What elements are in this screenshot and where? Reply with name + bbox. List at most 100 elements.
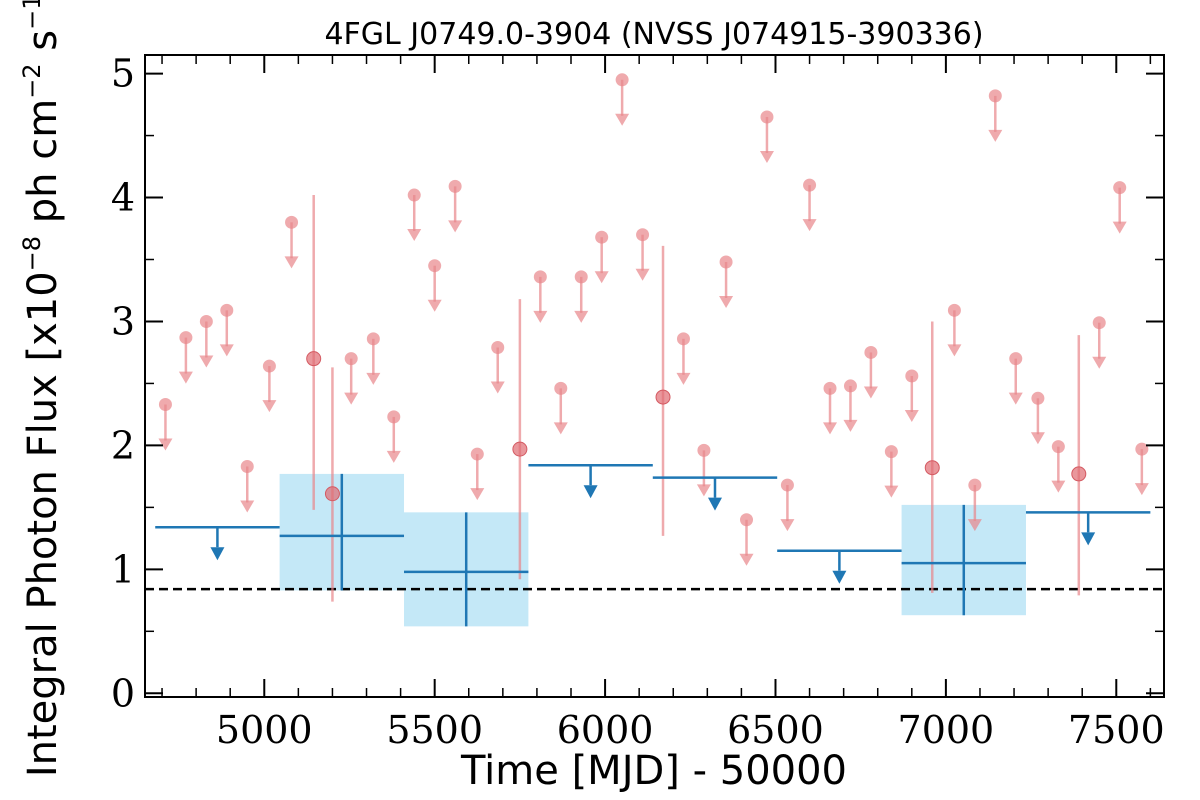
short-bin-upper-limit-point: [780, 478, 794, 492]
short-bin-upper-limit-point: [740, 513, 754, 527]
short-bin-upper-limit-point: [1031, 391, 1045, 405]
short-bin-upper-limit-point: [554, 381, 568, 395]
short-bin-upper-limit-arrow: [759, 150, 774, 163]
short-bin-detection-point: [512, 441, 528, 457]
short-bin-upper-limit-point: [1051, 440, 1065, 454]
short-bin-upper-limit-arrow: [947, 344, 962, 357]
chart-title: 4FGL J0749.0-3904 (NVSS J074915-390336): [324, 17, 983, 52]
x-axis-label: Time [MJD] - 50000: [460, 748, 847, 794]
short-bin-upper-limit-arrow: [386, 450, 401, 463]
short-bin-upper-limit-point: [595, 230, 609, 244]
short-bin-upper-limit-point: [615, 73, 629, 87]
short-bin-upper-limit-arrow: [615, 113, 630, 126]
short-bin-upper-limit-point: [864, 345, 878, 359]
short-bin-upper-limit-point: [448, 179, 462, 193]
short-bin-upper-limit-arrow: [448, 220, 463, 233]
short-bin-upper-limit-arrow: [284, 256, 299, 269]
short-bin-upper-limit-arrow: [863, 386, 878, 399]
short-bin-upper-limit-point: [905, 369, 919, 383]
short-bin-upper-limit-arrow: [843, 419, 858, 432]
short-bin-upper-limit-arrow: [696, 484, 711, 497]
x-tick-label: 6500: [727, 708, 824, 752]
short-bin-detection-point: [306, 351, 322, 367]
y-axis-label-exp3: −1: [18, 0, 46, 30]
short-bin-upper-limit-point: [968, 478, 982, 492]
short-bin-upper-limit-point: [947, 303, 961, 317]
short-bin-upper-limit-point: [428, 259, 442, 273]
x-tick-label: 5000: [216, 708, 313, 752]
short-bin-upper-limit-arrow: [780, 519, 795, 532]
short-bin-upper-limit-point: [470, 447, 484, 461]
short-bin-upper-limit-arrow: [635, 268, 650, 281]
long-bin-upper-limit-arrow: [210, 547, 225, 561]
y-tick-label: 5: [111, 52, 135, 96]
short-bin-upper-limit-arrow: [427, 299, 442, 312]
short-bin-upper-limit-arrow: [490, 381, 505, 394]
short-bin-upper-limit-arrow: [594, 271, 609, 284]
short-bin-upper-limit-point: [823, 381, 837, 395]
short-bin-upper-limit-point: [285, 215, 299, 229]
short-bin-upper-limit-point: [199, 314, 213, 328]
y-axis-label: Integral Photon Flux [x10−8 ph cm−2 s−1]: [18, 0, 66, 777]
short-bin-upper-limit-arrow: [884, 485, 899, 498]
short-bin-upper-limit-arrow: [470, 488, 485, 501]
short-bin-upper-limit-point: [366, 332, 380, 346]
short-bin-upper-limit-point: [574, 270, 588, 284]
short-bin-upper-limit-point: [1135, 442, 1149, 456]
short-bin-upper-limit-point: [491, 340, 505, 354]
x-tick-label: 7000: [898, 708, 995, 752]
x-tick-label: 7500: [1068, 708, 1165, 752]
short-bin-upper-limit-arrow: [240, 500, 255, 513]
short-bin-upper-limit-point: [1092, 316, 1106, 330]
short-bin-upper-limit-arrow: [178, 371, 193, 384]
x-tick-label: 5500: [386, 708, 483, 752]
long-bin-upper-limit-arrow: [583, 485, 598, 499]
short-bin-upper-limit-point: [636, 228, 650, 242]
y-axis-label-main: Integral Photon Flux [x10: [20, 271, 66, 777]
plot-frame: [144, 54, 1165, 698]
short-bin-upper-limit-point: [387, 410, 401, 424]
short-bin-upper-limit-arrow: [988, 129, 1003, 142]
short-bin-upper-limit-point: [676, 332, 690, 346]
short-bin-upper-limit-arrow: [1051, 480, 1066, 493]
short-bin-upper-limit-arrow: [1008, 392, 1023, 405]
y-axis-label-exp1: −8: [18, 236, 46, 271]
short-bin-upper-limit-point: [760, 110, 774, 124]
short-bin-upper-limit-arrow: [219, 344, 234, 357]
y-tick-label: 3: [111, 299, 135, 343]
short-bin-upper-limit-point: [1113, 181, 1127, 195]
short-bin-upper-limit-arrow: [1112, 221, 1127, 234]
short-bin-upper-limit-point: [843, 379, 857, 393]
short-bin-upper-limit-point: [407, 188, 421, 202]
long-bin-upper-limit-arrow: [707, 497, 722, 511]
short-bin-upper-limit-point: [719, 255, 733, 269]
axis-ticks: 5000 5500 6000 6500 7000 7500 0 1 2 3 4 5: [111, 52, 1165, 752]
y-tick-label: 2: [111, 423, 135, 467]
short-bin-upper-limit-arrow: [553, 422, 568, 435]
short-bin-upper-limit-point: [988, 89, 1002, 103]
short-bin-upper-limit-arrow: [1030, 432, 1045, 445]
y-tick-label: 4: [111, 176, 135, 220]
short-bin-upper-limit-point: [220, 303, 234, 317]
short-bin-detection-point: [1071, 466, 1087, 482]
short-bin-upper-limit-point: [344, 352, 358, 366]
short-bin-upper-limit-point: [1009, 352, 1023, 366]
short-bin-upper-limit-arrow: [262, 400, 277, 413]
short-bin-upper-limit-arrow: [574, 310, 589, 323]
y-axis-label-mid2: s: [20, 30, 66, 64]
short-bin-upper-limit-point: [158, 398, 172, 412]
short-bin-upper-limit-arrow: [344, 392, 359, 405]
short-bin-upper-limit-arrow: [967, 519, 982, 532]
short-bin-upper-limit-point: [884, 445, 898, 459]
long-bin-upper-limit-arrow: [1081, 532, 1096, 546]
x-tick-label: 6000: [557, 708, 654, 752]
short-bin-upper-limit-arrow: [802, 219, 817, 232]
short-bin-upper-limit-arrow: [533, 310, 548, 323]
y-axis-label-exp2: −2: [18, 63, 46, 98]
short-bin-upper-limit-arrow: [719, 295, 734, 308]
y-tick-label: 0: [111, 671, 135, 715]
short-bin-upper-limit-arrow: [407, 229, 422, 242]
short-bin-upper-limit-arrow: [199, 355, 214, 368]
short-bin-upper-limit-arrow: [1134, 483, 1149, 496]
